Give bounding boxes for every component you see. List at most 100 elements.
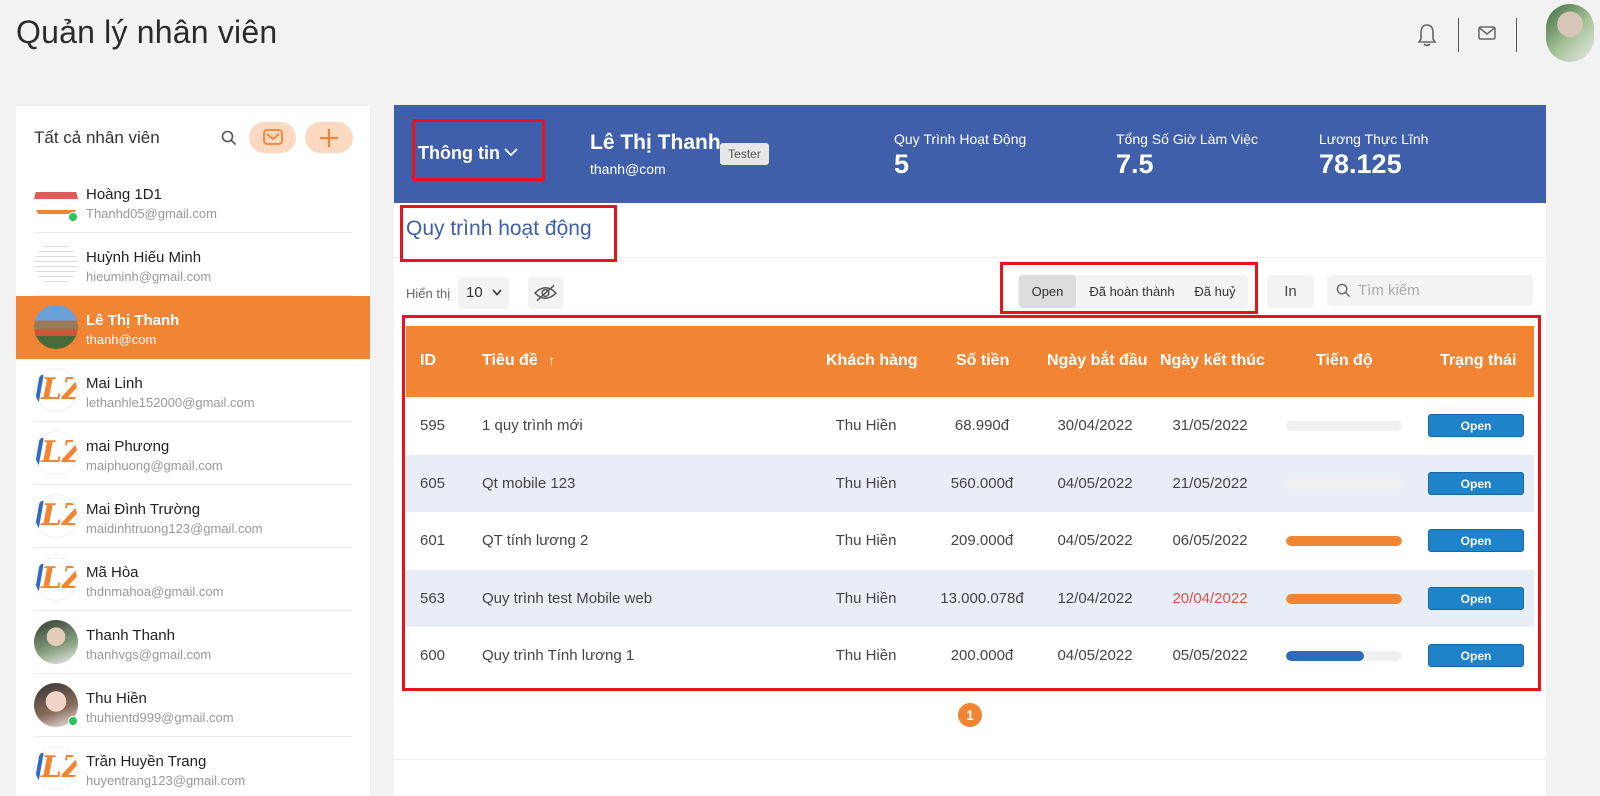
- column-progress[interactable]: Tiến độ: [1316, 352, 1373, 369]
- avatar: [34, 620, 78, 664]
- table-row[interactable]: 601 QT tính lương 2 Thu Hiền 209.000đ 04/05/…: [406, 512, 1534, 570]
- avatar: [34, 305, 78, 349]
- sidebar-item-employee[interactable]: LZ Mã Hòa thdnmahoa@gmail.com: [34, 548, 352, 611]
- employee-name: Huỳnh Hiếu Minh: [86, 249, 202, 266]
- employee-name: Mã Hòa: [86, 564, 139, 581]
- cell-end-date: 31/05/2022: [1172, 417, 1248, 434]
- table-row[interactable]: 600 Quy trình Tính lương 1 Thu Hiền 200.000…: [406, 627, 1534, 685]
- user-avatar[interactable]: [1546, 4, 1594, 62]
- sidebar-item-employee[interactable]: Hoàng 1D1 Thanhd05@gmail.com: [34, 170, 352, 233]
- employee-email: huyentrang123@gmail.com: [86, 773, 246, 788]
- pagination-page[interactable]: 1: [958, 703, 982, 727]
- employee-email: thanh@com: [86, 332, 157, 347]
- plus-icon: [320, 129, 338, 147]
- progress-bar: [1286, 651, 1402, 661]
- mail-icon[interactable]: [1478, 26, 1496, 40]
- filter-completed[interactable]: Đã hoàn thành: [1089, 284, 1175, 299]
- status-badge[interactable]: Open: [1428, 414, 1524, 437]
- divider: [394, 759, 1546, 760]
- filter-open[interactable]: Open: [1019, 275, 1076, 308]
- employee-name: Mai Linh: [86, 375, 143, 392]
- column-end-date[interactable]: Ngày kết thúc: [1160, 352, 1265, 369]
- sidebar-item-employee[interactable]: LZ mai Phương maiphuong@gmail.com: [34, 422, 352, 485]
- app-title: Quản lý nhân viên: [16, 14, 278, 50]
- cell-title[interactable]: QT tính lương 2: [482, 532, 589, 549]
- column-visibility-button[interactable]: [528, 277, 563, 309]
- search-icon[interactable]: [221, 130, 237, 146]
- chevron-down-icon[interactable]: [504, 147, 518, 157]
- role-badge: Tester: [720, 143, 769, 165]
- add-employee-button[interactable]: [305, 122, 353, 153]
- cell-title[interactable]: Quy trình Tính lương 1: [482, 647, 635, 664]
- sidebar-item-employee[interactable]: Thanh Thanh thanhvgs@gmail.com: [34, 611, 352, 674]
- stat-label: Lương Thực Lĩnh: [1319, 131, 1429, 147]
- status-badge[interactable]: Open: [1428, 529, 1524, 552]
- sidebar-header: Tất cả nhân viên: [16, 106, 370, 170]
- column-id[interactable]: ID: [420, 352, 436, 369]
- filter-cancelled[interactable]: Đã huỷ: [1194, 284, 1236, 299]
- column-start-date[interactable]: Ngày bắt đầu: [1047, 352, 1148, 369]
- employee-email: thanhvgs@gmail.com: [86, 647, 212, 662]
- status-badge[interactable]: Open: [1428, 586, 1524, 610]
- progress-bar: [1286, 478, 1402, 489]
- cell-title[interactable]: Quy trình test Mobile web: [482, 589, 653, 607]
- cell-end-date: 21/05/2022: [1172, 474, 1248, 492]
- column-title-label: Tiêu đề: [482, 352, 538, 369]
- sidebar-item-employee[interactable]: LZ Mai Linh lethanhle152000@gmail.com: [34, 359, 352, 422]
- cell-id: 600: [420, 647, 446, 664]
- table-row[interactable]: 595 1 quy trình mới Thu Hiền 68.990đ 30/04/2…: [406, 397, 1534, 455]
- table-row[interactable]: 563 Quy trình test Mobile web Thu Hiền 13.0…: [406, 569, 1534, 627]
- top-bar: Quản lý nhân viên: [0, 0, 1600, 80]
- status-badge[interactable]: Open: [1428, 644, 1524, 667]
- employee-name: Trần Huyền Trang: [86, 753, 207, 770]
- column-status[interactable]: Trạng thái: [1440, 352, 1517, 369]
- sidebar-item-employee[interactable]: Lê Thị Thanh thanh@com: [16, 296, 370, 359]
- stat-label: Quy Trình Hoạt Động: [894, 131, 1027, 147]
- page-size-select[interactable]: 10: [458, 277, 509, 309]
- info-dropdown[interactable]: Thông tin: [418, 143, 500, 163]
- cell-amount: 13.000.078đ: [940, 589, 1024, 607]
- print-button[interactable]: In: [1267, 275, 1314, 308]
- divider: [1458, 18, 1459, 52]
- sidebar-item-employee[interactable]: LZ Mai Đình Trường maidinhtruong123@gmail.…: [34, 485, 352, 548]
- eye-off-icon: [534, 284, 557, 302]
- employee-email: lethanhle152000@gmail.com: [86, 395, 255, 410]
- cell-title[interactable]: Qt mobile 123: [482, 474, 576, 492]
- table-row[interactable]: 605 Qt mobile 123 Thu Hiền 560.000đ 04/05/20…: [406, 454, 1534, 512]
- employee-detail-panel: Thông tin Lê Thị Thanh thanh@com Tester …: [394, 105, 1546, 796]
- page-size-label: Hiển thị: [406, 286, 451, 301]
- sidebar-item-employee[interactable]: LZ Trần Huyền Trang huyentrang123@gmail.co…: [34, 737, 352, 796]
- cell-id: 563: [420, 589, 446, 607]
- cell-customer: Thu Hiền: [835, 474, 897, 492]
- employee-list: Hoàng 1D1 Thanhd05@gmail.com Huỳnh Hiếu Mi…: [16, 170, 370, 796]
- employee-email: Thanhd05@gmail.com: [86, 206, 217, 221]
- table-header: ID Tiêu đề ↑ Khách hàng Số tiền Ngày bắt…: [406, 326, 1534, 397]
- divider: [1516, 18, 1517, 52]
- status-badge[interactable]: Open: [1428, 471, 1524, 495]
- column-amount[interactable]: Số tiền: [956, 352, 1010, 369]
- column-title[interactable]: Tiêu đề ↑: [482, 352, 555, 370]
- employee-name: Thanh Thanh: [86, 627, 175, 644]
- employee-name: Lê Thị Thanh: [86, 312, 180, 329]
- chevron-down-icon[interactable]: [492, 289, 502, 296]
- cell-amount: 68.990đ: [954, 417, 1010, 434]
- search-input[interactable]: [1327, 275, 1533, 306]
- sidebar-item-employee[interactable]: Huỳnh Hiếu Minh hieuminh@gmail.com: [34, 233, 352, 296]
- column-customer[interactable]: Khách hàng: [826, 352, 918, 369]
- message-button[interactable]: [249, 122, 296, 153]
- employee-email: thanh@com: [590, 161, 666, 177]
- bell-icon[interactable]: [1416, 22, 1438, 48]
- stat-salary: Lương Thực Lĩnh 78.125: [1319, 131, 1428, 180]
- cell-end-date: 20/04/2022: [1172, 589, 1248, 607]
- cell-title[interactable]: 1 quy trình mới: [482, 417, 583, 434]
- cell-amount: 209.000đ: [950, 532, 1014, 549]
- progress-fill: [1286, 593, 1402, 604]
- mail-icon: [263, 129, 283, 145]
- employee-name: Thu Hiền: [86, 690, 147, 707]
- section-title: Quy trình hoạt động: [406, 217, 592, 240]
- cell-id: 595: [420, 417, 446, 434]
- cell-start-date: 04/05/2022: [1057, 647, 1133, 664]
- cell-amount: 200.000đ: [950, 647, 1014, 664]
- sidebar-item-employee[interactable]: Thu Hiền thuhientd999@gmail.com: [34, 674, 352, 737]
- employee-sidebar: Tất cả nhân viên Hoàng 1D1 Thanhd05@gmail…: [16, 106, 370, 796]
